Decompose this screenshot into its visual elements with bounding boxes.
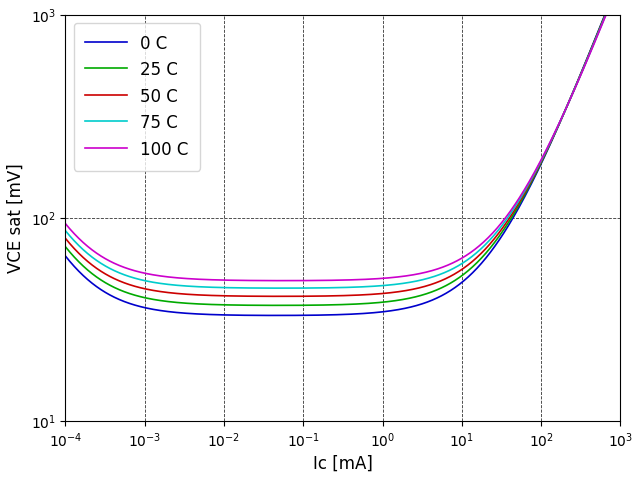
Line: 75 C: 75 C — [65, 0, 620, 288]
50 C — [287, 293, 294, 299]
25 C — [118, 288, 126, 294]
X-axis label: Ic [mA]: Ic [mA] — [313, 455, 373, 473]
50 C — [495, 230, 502, 236]
0 C — [505, 222, 513, 228]
25 C — [61, 244, 69, 250]
Y-axis label: VCE sat [mV]: VCE sat [mV] — [7, 163, 25, 273]
50 C — [61, 235, 69, 241]
100 C — [444, 263, 451, 268]
25 C — [444, 282, 451, 288]
50 C — [505, 216, 513, 222]
0 C — [495, 238, 502, 243]
25 C — [505, 219, 513, 225]
75 C — [287, 285, 294, 291]
100 C — [118, 264, 126, 269]
0 C — [307, 312, 314, 318]
0 C — [118, 298, 126, 303]
100 C — [307, 277, 314, 283]
75 C — [495, 227, 502, 232]
50 C — [444, 275, 451, 281]
50 C — [118, 279, 126, 285]
Line: 100 C: 100 C — [65, 0, 620, 281]
75 C — [118, 271, 126, 277]
100 C — [287, 278, 294, 284]
75 C — [307, 285, 314, 291]
0 C — [444, 290, 451, 296]
0 C — [287, 312, 294, 318]
0 C — [61, 253, 69, 259]
25 C — [307, 302, 314, 308]
75 C — [61, 228, 69, 234]
100 C — [505, 210, 513, 216]
25 C — [287, 302, 294, 308]
0 C — [273, 312, 280, 318]
100 C — [61, 221, 69, 227]
100 C — [495, 223, 502, 229]
75 C — [505, 213, 513, 219]
50 C — [276, 293, 284, 299]
Line: 0 C: 0 C — [65, 0, 620, 315]
25 C — [275, 302, 282, 308]
100 C — [280, 278, 287, 284]
75 C — [444, 269, 451, 275]
25 C — [495, 234, 502, 240]
Line: 25 C: 25 C — [65, 0, 620, 305]
Legend: 0 C, 25 C, 50 C, 75 C, 100 C: 0 C, 25 C, 50 C, 75 C, 100 C — [74, 23, 200, 170]
50 C — [307, 293, 314, 299]
Line: 50 C: 50 C — [65, 0, 620, 296]
75 C — [278, 285, 285, 291]
